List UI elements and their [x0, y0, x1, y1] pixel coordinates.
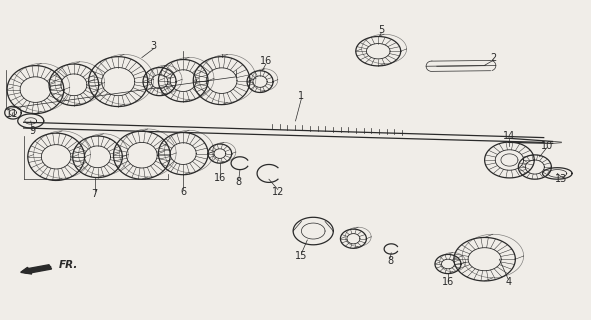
Text: 16: 16: [214, 172, 226, 183]
Text: 13: 13: [556, 174, 567, 184]
Text: 8: 8: [236, 177, 242, 188]
Text: 2: 2: [491, 52, 496, 63]
FancyArrow shape: [21, 265, 51, 274]
Text: FR.: FR.: [59, 260, 79, 270]
Text: 14: 14: [504, 131, 515, 141]
Text: 16: 16: [442, 277, 454, 287]
Text: 10: 10: [541, 140, 553, 151]
Text: 15: 15: [296, 251, 307, 261]
Text: 5: 5: [378, 25, 384, 36]
Text: 9: 9: [30, 126, 35, 136]
Text: 1: 1: [298, 91, 304, 101]
Text: 6: 6: [180, 187, 186, 197]
Text: 7: 7: [92, 188, 98, 199]
Text: 8: 8: [387, 256, 393, 266]
Text: 16: 16: [260, 56, 272, 67]
Text: 11: 11: [6, 108, 18, 119]
Text: 4: 4: [505, 276, 511, 287]
Text: 3: 3: [151, 41, 157, 52]
Text: 12: 12: [272, 187, 284, 197]
